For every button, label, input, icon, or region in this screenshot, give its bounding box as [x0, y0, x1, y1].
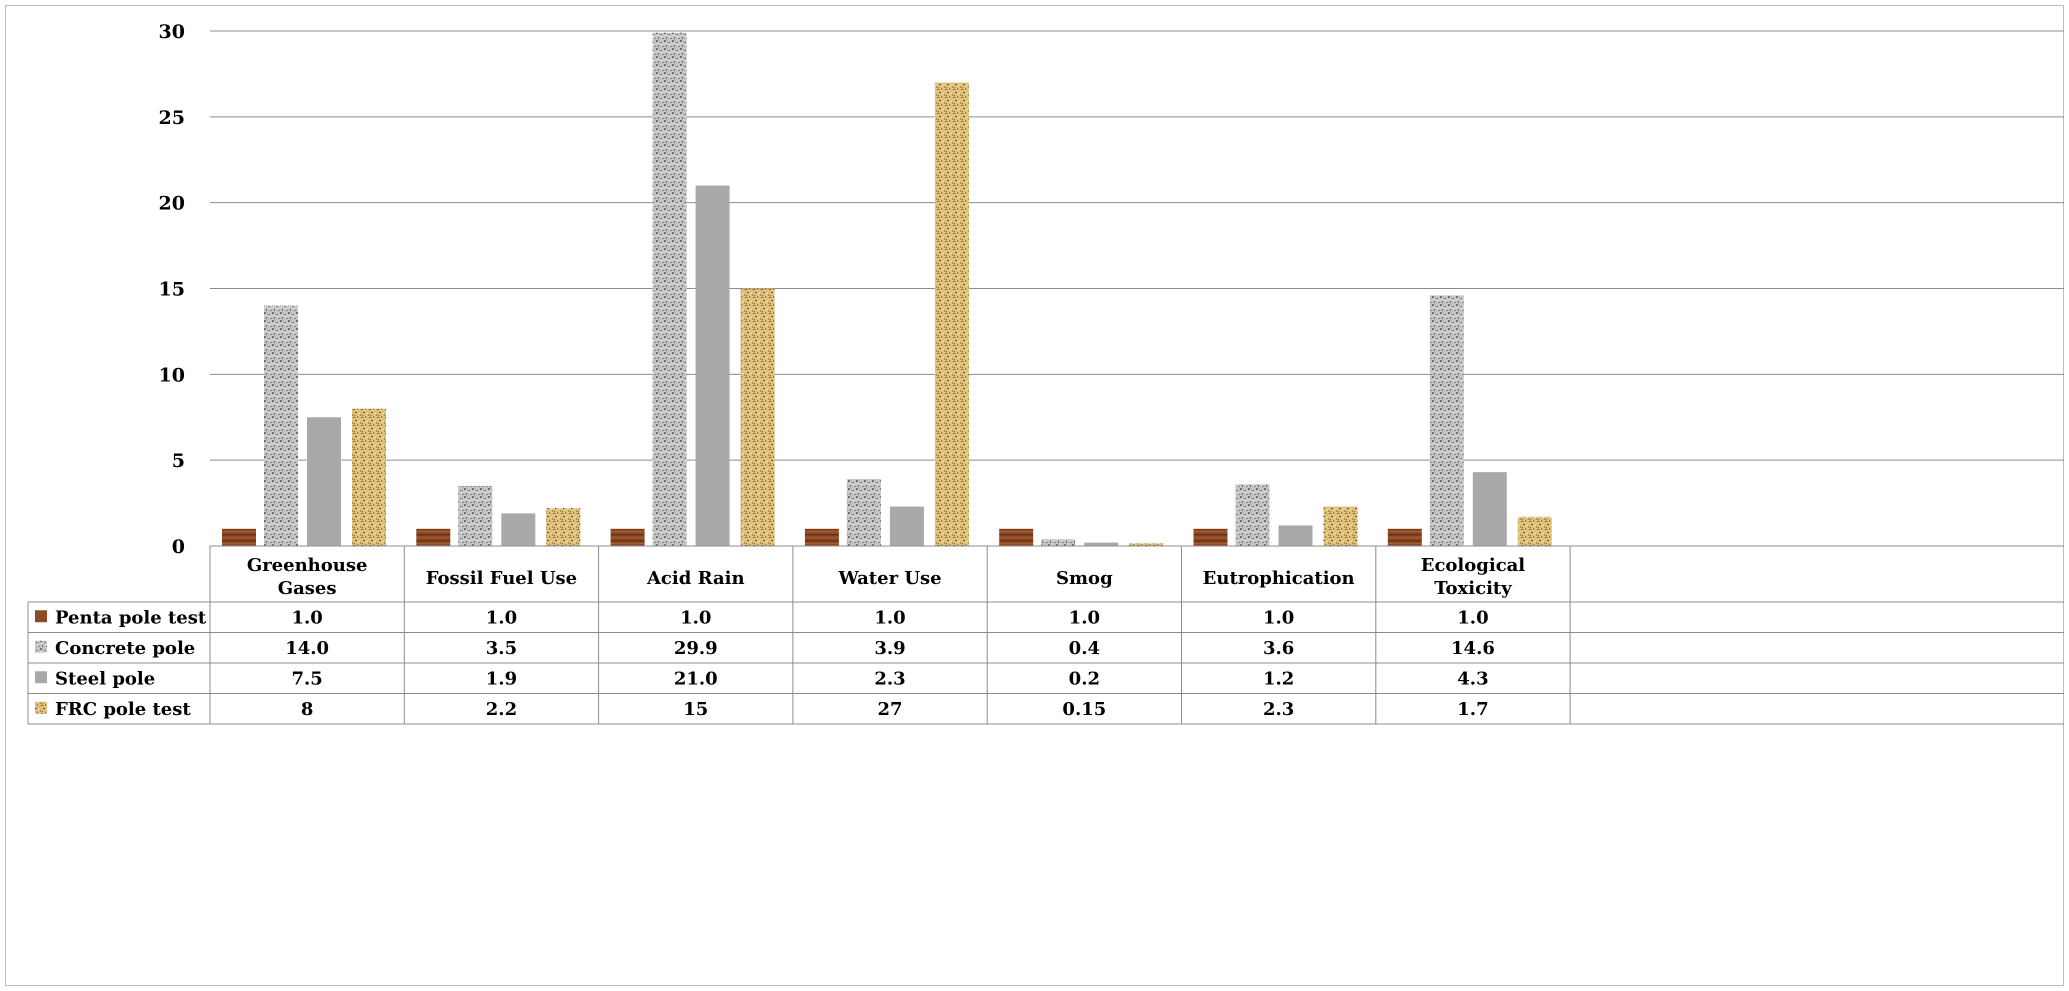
bar: [740, 288, 775, 546]
data-label: 1.0: [1263, 607, 1294, 628]
data-label: 0.15: [1062, 699, 1106, 720]
y-tick-label: 25: [159, 107, 185, 129]
data-label: 1.0: [486, 607, 517, 628]
bar: [1429, 295, 1464, 546]
data-label: 7.5: [291, 668, 322, 689]
bars: [222, 32, 1552, 546]
data-label: 1.0: [1457, 607, 1488, 628]
bar: [804, 528, 839, 546]
bar: [1041, 539, 1076, 546]
data-label: 4.3: [1457, 668, 1488, 689]
y-tick-label: 0: [172, 536, 185, 558]
data-label: 1.0: [874, 607, 905, 628]
legend-swatch: [35, 610, 47, 623]
bar: [999, 528, 1034, 546]
data-label: 1.2: [1263, 668, 1294, 689]
data-label: 1.9: [486, 668, 517, 689]
legend-label: Steel pole: [55, 668, 155, 689]
category-label: Acid Rain: [646, 568, 745, 589]
data-label: 1.0: [1069, 607, 1100, 628]
data-label: 2.2: [486, 699, 517, 720]
bar: [1472, 472, 1507, 546]
data-label: 3.5: [486, 638, 517, 659]
bar: [1084, 542, 1119, 546]
bar: [695, 185, 730, 546]
y-axis: 0 5 10 15 20 25 30: [159, 21, 185, 558]
category-label: Eutrophication: [1203, 568, 1355, 589]
category-label: Fossil Fuel Use: [426, 568, 577, 589]
legend-label: Penta pole test: [55, 607, 207, 628]
gridlines: [210, 30, 2064, 547]
data-label: 3.6: [1263, 638, 1294, 659]
bar: [307, 417, 341, 546]
data-label: 1.0: [680, 607, 711, 628]
bar: [416, 528, 451, 546]
bar: [264, 305, 298, 546]
legend-swatch: [35, 640, 47, 653]
bar: [1193, 528, 1228, 546]
data-label: 0.4: [1069, 638, 1100, 659]
bar: [501, 513, 536, 546]
category-label: Toxicity: [1434, 578, 1512, 599]
legend-label: FRC pole test: [55, 699, 191, 720]
data-label: 14.6: [1451, 638, 1495, 659]
data-label: 14.0: [285, 638, 329, 659]
y-tick-label: 5: [172, 450, 185, 472]
data-label: 2.3: [1263, 699, 1294, 720]
bar: [889, 506, 924, 546]
bar: [546, 508, 581, 546]
category-label: Ecological: [1421, 555, 1526, 576]
data-label: 2.3: [874, 668, 905, 689]
bar: [1323, 506, 1358, 546]
bar: [352, 408, 386, 546]
y-tick-label: 15: [159, 279, 185, 301]
category-label: Greenhouse: [247, 555, 368, 576]
y-tick-label: 10: [159, 364, 185, 386]
category-label: Smog: [1056, 568, 1113, 589]
data-label: 15: [683, 699, 708, 720]
category-label: Water Use: [837, 568, 941, 589]
bar: [222, 528, 256, 546]
y-tick-label: 20: [159, 193, 185, 215]
bar: [458, 485, 493, 546]
data-label: 0.2: [1069, 668, 1100, 689]
bar: [1278, 525, 1313, 546]
data-label: 8: [301, 699, 314, 720]
bar: [1235, 484, 1270, 546]
data-label: 29.9: [674, 638, 718, 659]
data-label: 21.0: [674, 668, 718, 689]
bar: [1517, 516, 1552, 546]
y-tick-label: 30: [159, 21, 185, 43]
data-label: 27: [878, 699, 903, 720]
data-label: 1.7: [1457, 699, 1488, 720]
bar: [1129, 543, 1164, 546]
bar: [934, 82, 969, 546]
legend-label: Concrete pole: [55, 638, 195, 659]
legend-swatch: [35, 701, 47, 714]
bar: [1387, 528, 1422, 546]
chart-frame: [5, 5, 2064, 986]
bar: [610, 528, 645, 546]
data-label: 3.9: [874, 638, 905, 659]
bar: [652, 32, 687, 546]
category-label: Gases: [278, 578, 337, 599]
data-label: 1.0: [291, 607, 322, 628]
legend-swatch: [35, 671, 47, 684]
bar: [846, 479, 881, 546]
